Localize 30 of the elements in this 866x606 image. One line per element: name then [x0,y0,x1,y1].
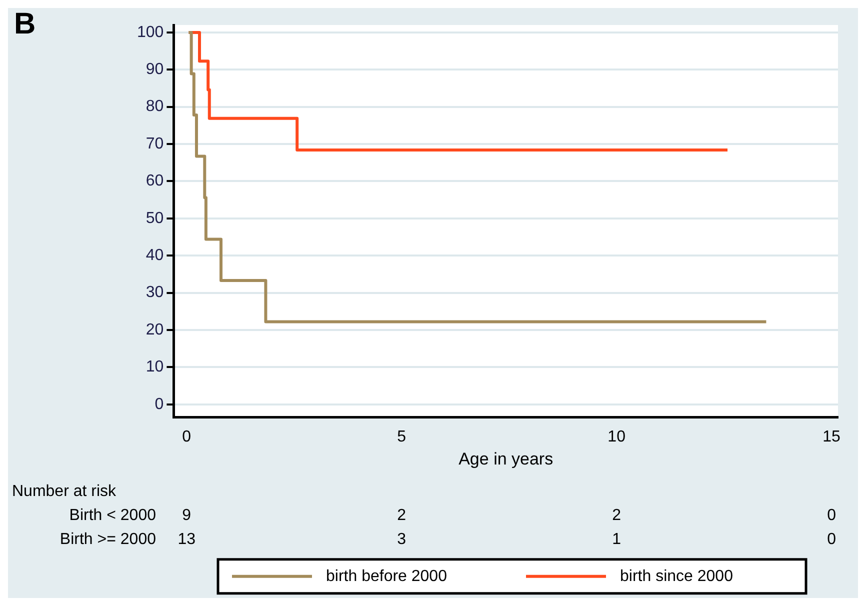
text: Birth >= 2000 [60,530,156,548]
x-tick-label: 10 [608,428,626,446]
y-tick-label: 20 [146,321,164,338]
text: Number at risk [12,482,118,500]
y-tick-label: 40 [146,247,164,264]
text: 1 [612,530,622,548]
text: 0 [827,530,836,548]
y-tick-label: 90 [146,61,164,78]
y-tick-label: 60 [146,172,164,190]
text: 2 [612,506,622,524]
x-tick-label: 15 [822,428,841,446]
y-tick-label: 70 [146,135,164,152]
text: Birth < 2000 [69,506,156,524]
x-tick-label: 0 [182,428,192,446]
text: 3 [397,530,406,548]
text: B [14,7,36,40]
y-tick-label: 50 [146,210,164,227]
y-tick-label: 10 [146,358,164,376]
y-tick-label: 0 [154,396,164,413]
text: 9 [182,506,192,524]
y-tick-label: 100 [136,24,164,41]
x-axis-title: Age in years [458,449,554,468]
text: 2 [397,506,406,524]
x-tick-label: 5 [397,428,406,446]
text: 13 [178,530,196,548]
legend-label: birth before 2000 [326,568,448,585]
y-tick-label: 30 [146,284,164,302]
text: 0 [827,506,836,524]
y-tick-label: 80 [146,98,164,116]
legend-label: birth since 2000 [620,568,734,585]
